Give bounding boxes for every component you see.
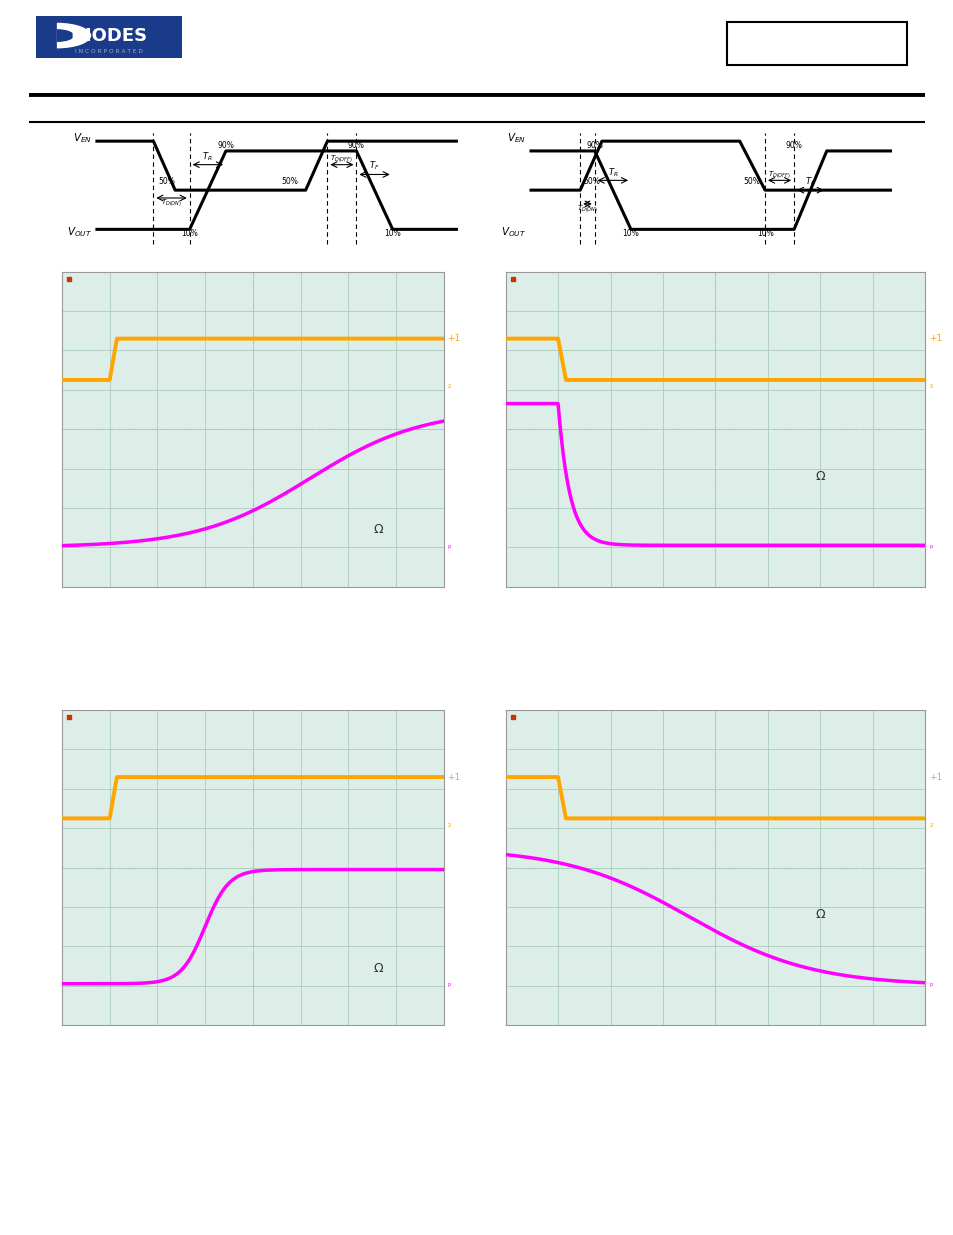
Text: ₂: ₂	[928, 820, 932, 829]
Text: 10%: 10%	[756, 230, 773, 238]
Text: $T_{D(ON)}$: $T_{D(ON)}$	[161, 198, 182, 207]
Text: ₚ: ₚ	[447, 541, 451, 550]
Text: 50%: 50%	[158, 178, 175, 186]
Text: $V_{OUT}$: $V_{OUT}$	[67, 226, 91, 240]
Text: $T_R$: $T_R$	[607, 167, 618, 179]
Text: $T_{D(ON)}$: $T_{D(ON)}$	[577, 203, 598, 214]
Text: ₚ: ₚ	[447, 979, 451, 988]
Text: Ω: Ω	[815, 908, 824, 921]
Text: 10%: 10%	[384, 230, 400, 238]
Text: $V_{EN}$: $V_{EN}$	[72, 131, 91, 144]
Wedge shape	[57, 30, 74, 42]
Text: $T_F$: $T_F$	[369, 159, 379, 172]
Text: DIODES: DIODES	[71, 27, 148, 44]
Wedge shape	[57, 22, 91, 48]
Text: $V_{OUT}$: $V_{OUT}$	[500, 226, 525, 240]
Text: I N C O R P O R A T E D: I N C O R P O R A T E D	[75, 49, 143, 54]
Text: $T_F$: $T_F$	[804, 175, 815, 188]
Text: 50%: 50%	[742, 178, 760, 186]
Text: 90%: 90%	[586, 141, 602, 149]
Text: +1: +1	[928, 335, 942, 343]
Text: 90%: 90%	[785, 141, 801, 149]
Text: $T_{D(OFF)}$: $T_{D(OFF)}$	[767, 169, 790, 179]
Text: Ω: Ω	[374, 524, 383, 536]
Text: Ω: Ω	[815, 469, 824, 483]
Text: +1: +1	[447, 773, 460, 782]
Text: $T_{D(OFF)}$: $T_{D(OFF)}$	[330, 153, 353, 164]
Text: 10%: 10%	[181, 230, 198, 238]
Text: 90%: 90%	[217, 141, 234, 149]
Text: ₂: ₂	[447, 382, 450, 390]
Text: $V_{EN}$: $V_{EN}$	[506, 131, 525, 144]
Text: ₚ: ₚ	[928, 979, 932, 988]
Text: $T_R$: $T_R$	[202, 151, 213, 163]
Text: 10%: 10%	[622, 230, 639, 238]
Text: +1: +1	[928, 773, 942, 782]
FancyBboxPatch shape	[36, 16, 182, 58]
Text: ₚ: ₚ	[928, 541, 932, 550]
Text: ₂: ₂	[928, 382, 932, 390]
Text: Ω: Ω	[374, 962, 383, 974]
Text: ₂: ₂	[447, 820, 450, 829]
Text: 50%: 50%	[281, 178, 298, 186]
FancyBboxPatch shape	[726, 22, 906, 65]
Text: +1: +1	[447, 335, 460, 343]
Text: 50%: 50%	[583, 178, 600, 186]
Text: 90%: 90%	[348, 141, 364, 149]
